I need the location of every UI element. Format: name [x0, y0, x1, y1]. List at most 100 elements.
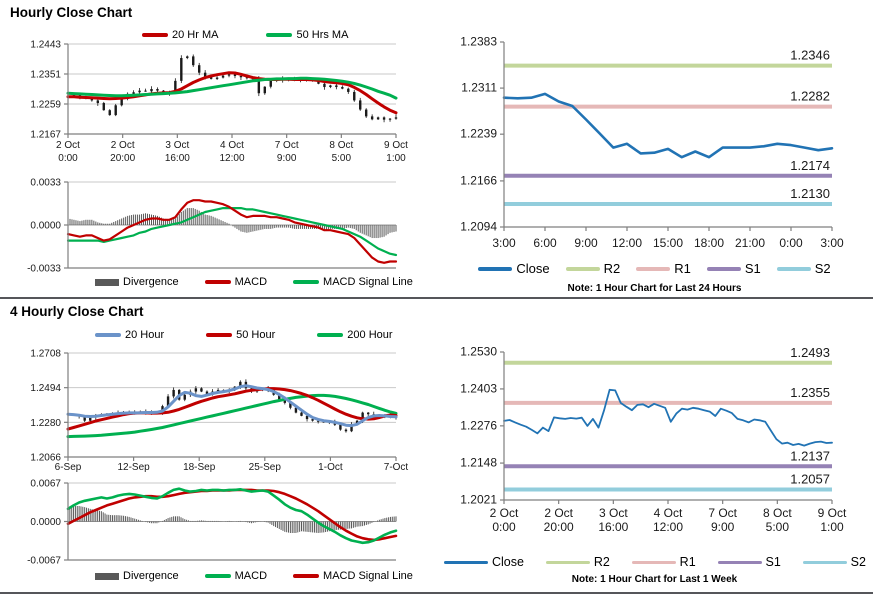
- legend-label: MACD: [234, 276, 268, 288]
- hourly-levels-note: Note: 1 Hour Chart for Last 24 Hours: [567, 283, 742, 294]
- svg-text:1.2259: 1.2259: [30, 100, 61, 111]
- svg-text:1:00: 1:00: [820, 520, 844, 534]
- four-hourly-levels-note: Note: 1 Hour Chart for Last 1 Week: [571, 574, 738, 585]
- legend-item-r2: R2: [545, 555, 610, 569]
- svg-text:16:00: 16:00: [165, 153, 190, 164]
- svg-text:1.2066: 1.2066: [30, 453, 61, 464]
- four-hourly-macd-chart: 0.0067 0.0000 -0.0067: [27, 479, 398, 567]
- line-swatch-icon: [317, 333, 344, 337]
- svg-text:7-Oct: 7-Oct: [384, 462, 409, 473]
- legend-label: S1: [744, 261, 761, 276]
- hourly-levels-legend: Close R2 R1 S1 S2: [436, 261, 873, 276]
- legend-label: S2: [850, 555, 866, 569]
- svg-text:1.2280: 1.2280: [30, 418, 61, 429]
- legend-item-divergence: Divergence: [95, 276, 179, 288]
- svg-text:-0.0033: -0.0033: [27, 264, 61, 275]
- legend-label: R1: [674, 261, 691, 276]
- line-swatch-icon: [142, 33, 168, 37]
- svg-text:9:00: 9:00: [277, 153, 297, 164]
- svg-text:0:00: 0:00: [779, 236, 803, 250]
- svg-text:1.2148: 1.2148: [460, 456, 497, 470]
- line-swatch-icon: [478, 266, 513, 271]
- svg-text:1.2443: 1.2443: [30, 40, 61, 51]
- svg-text:1.2530: 1.2530: [460, 345, 497, 359]
- legend-label: 20 Hr MA: [172, 29, 219, 41]
- svg-text:21:00: 21:00: [735, 236, 765, 250]
- svg-text:0.0067: 0.0067: [30, 479, 61, 490]
- line-swatch-icon: [636, 266, 671, 271]
- legend-label: MACD: [234, 570, 268, 582]
- svg-text:15:00: 15:00: [653, 236, 683, 250]
- svg-text:1.2383: 1.2383: [460, 35, 497, 49]
- svg-text:1.2057: 1.2057: [790, 472, 830, 487]
- line-swatch-icon: [293, 280, 320, 284]
- svg-text:1.2346: 1.2346: [790, 48, 830, 63]
- svg-text:1.2166: 1.2166: [460, 173, 497, 187]
- bar-swatch-icon: [95, 278, 119, 286]
- svg-text:1.2167: 1.2167: [30, 130, 61, 141]
- four-hourly-levels-legend: Close R2 R1 S1 S2: [444, 555, 866, 569]
- svg-text:18:00: 18:00: [694, 236, 724, 250]
- legend-label: Divergence: [123, 570, 179, 582]
- svg-text:18-Sep: 18-Sep: [183, 462, 216, 473]
- line-swatch-icon: [206, 333, 233, 337]
- svg-text:20:00: 20:00: [544, 520, 574, 534]
- svg-text:1.2137: 1.2137: [790, 448, 830, 463]
- svg-text:8 Oct: 8 Oct: [763, 506, 792, 520]
- line-swatch-icon: [95, 333, 121, 337]
- svg-text:1:00: 1:00: [386, 153, 406, 164]
- section-divider: [0, 297, 873, 299]
- legend-item-r2: R2: [565, 261, 621, 276]
- four-hourly-macd-legend: Divergence MACD MACD Signal Line: [95, 570, 413, 582]
- svg-text:1.2276: 1.2276: [460, 418, 497, 432]
- line-swatch-icon: [266, 33, 293, 37]
- legend-item-s2: S2: [776, 261, 831, 276]
- legend-item-s2: S2: [802, 555, 866, 569]
- legend-item-close: Close: [444, 555, 524, 569]
- line-swatch-icon: [706, 266, 741, 271]
- svg-text:0.0033: 0.0033: [30, 178, 61, 189]
- hourly-levels-chart: 1.2346 1.2282 1.2174 1.2130 1.2383 1.2311 1.22…: [460, 35, 844, 251]
- legend-label: MACD Signal Line: [323, 276, 413, 288]
- legend-label: Close: [492, 555, 524, 569]
- svg-text:8 Oct: 8 Oct: [329, 140, 353, 151]
- four-hourly-section-title: 4 Hourly Close Chart: [10, 304, 144, 319]
- legend-item-r1: R1: [631, 555, 696, 569]
- legend-item-r1: R1: [636, 261, 691, 276]
- svg-text:2 Oct: 2 Oct: [544, 506, 573, 520]
- svg-text:-0.0067: -0.0067: [27, 556, 61, 567]
- legend-label: R2: [593, 555, 610, 569]
- svg-text:6:00: 6:00: [533, 236, 557, 250]
- legend-label: S2: [814, 261, 831, 276]
- svg-text:9:00: 9:00: [574, 236, 598, 250]
- line-swatch-icon: [631, 560, 676, 564]
- bottom-divider: [0, 592, 873, 594]
- legend-item-20-hour: 20 Hour: [95, 329, 164, 341]
- hourly-macd-legend: Divergence MACD MACD Signal Line: [95, 276, 413, 288]
- svg-text:7 Oct: 7 Oct: [275, 140, 299, 151]
- legend-item-20-hr-ma: 20 Hr MA: [142, 29, 218, 41]
- legend-label: Close: [516, 261, 550, 276]
- legend-label: 200 Hour: [347, 329, 393, 341]
- svg-text:3:00: 3:00: [820, 236, 844, 250]
- svg-text:1-Oct: 1-Oct: [318, 462, 343, 473]
- legend-item-s1: S1: [717, 555, 781, 569]
- four-hourly-price-legend: 20 Hour 50 Hour 200 Hour: [95, 329, 393, 341]
- legend-label: 20 Hour: [125, 329, 165, 341]
- svg-text:5:00: 5:00: [766, 520, 790, 534]
- hourly-price-legend: 20 Hr MA 50 Hrs MA: [142, 29, 348, 41]
- four-hourly-levels-chart: 1.2493 1.2355 1.2137 1.2057 1.2530 1.2403 1.22…: [460, 345, 847, 535]
- legend-item-50-hour: 50 Hour: [206, 329, 275, 341]
- line-swatch-icon: [717, 560, 762, 564]
- legend-label: R2: [603, 261, 621, 276]
- svg-text:1.2351: 1.2351: [30, 70, 61, 81]
- svg-text:1.2311: 1.2311: [461, 81, 497, 95]
- svg-text:6-Sep: 6-Sep: [55, 462, 82, 473]
- legend-item-macd-signal-line: MACD Signal Line: [293, 570, 413, 582]
- svg-text:9 Oct: 9 Oct: [384, 140, 408, 151]
- svg-text:1.2355: 1.2355: [790, 385, 830, 400]
- line-swatch-icon: [565, 266, 600, 271]
- svg-text:9 Oct: 9 Oct: [818, 506, 847, 520]
